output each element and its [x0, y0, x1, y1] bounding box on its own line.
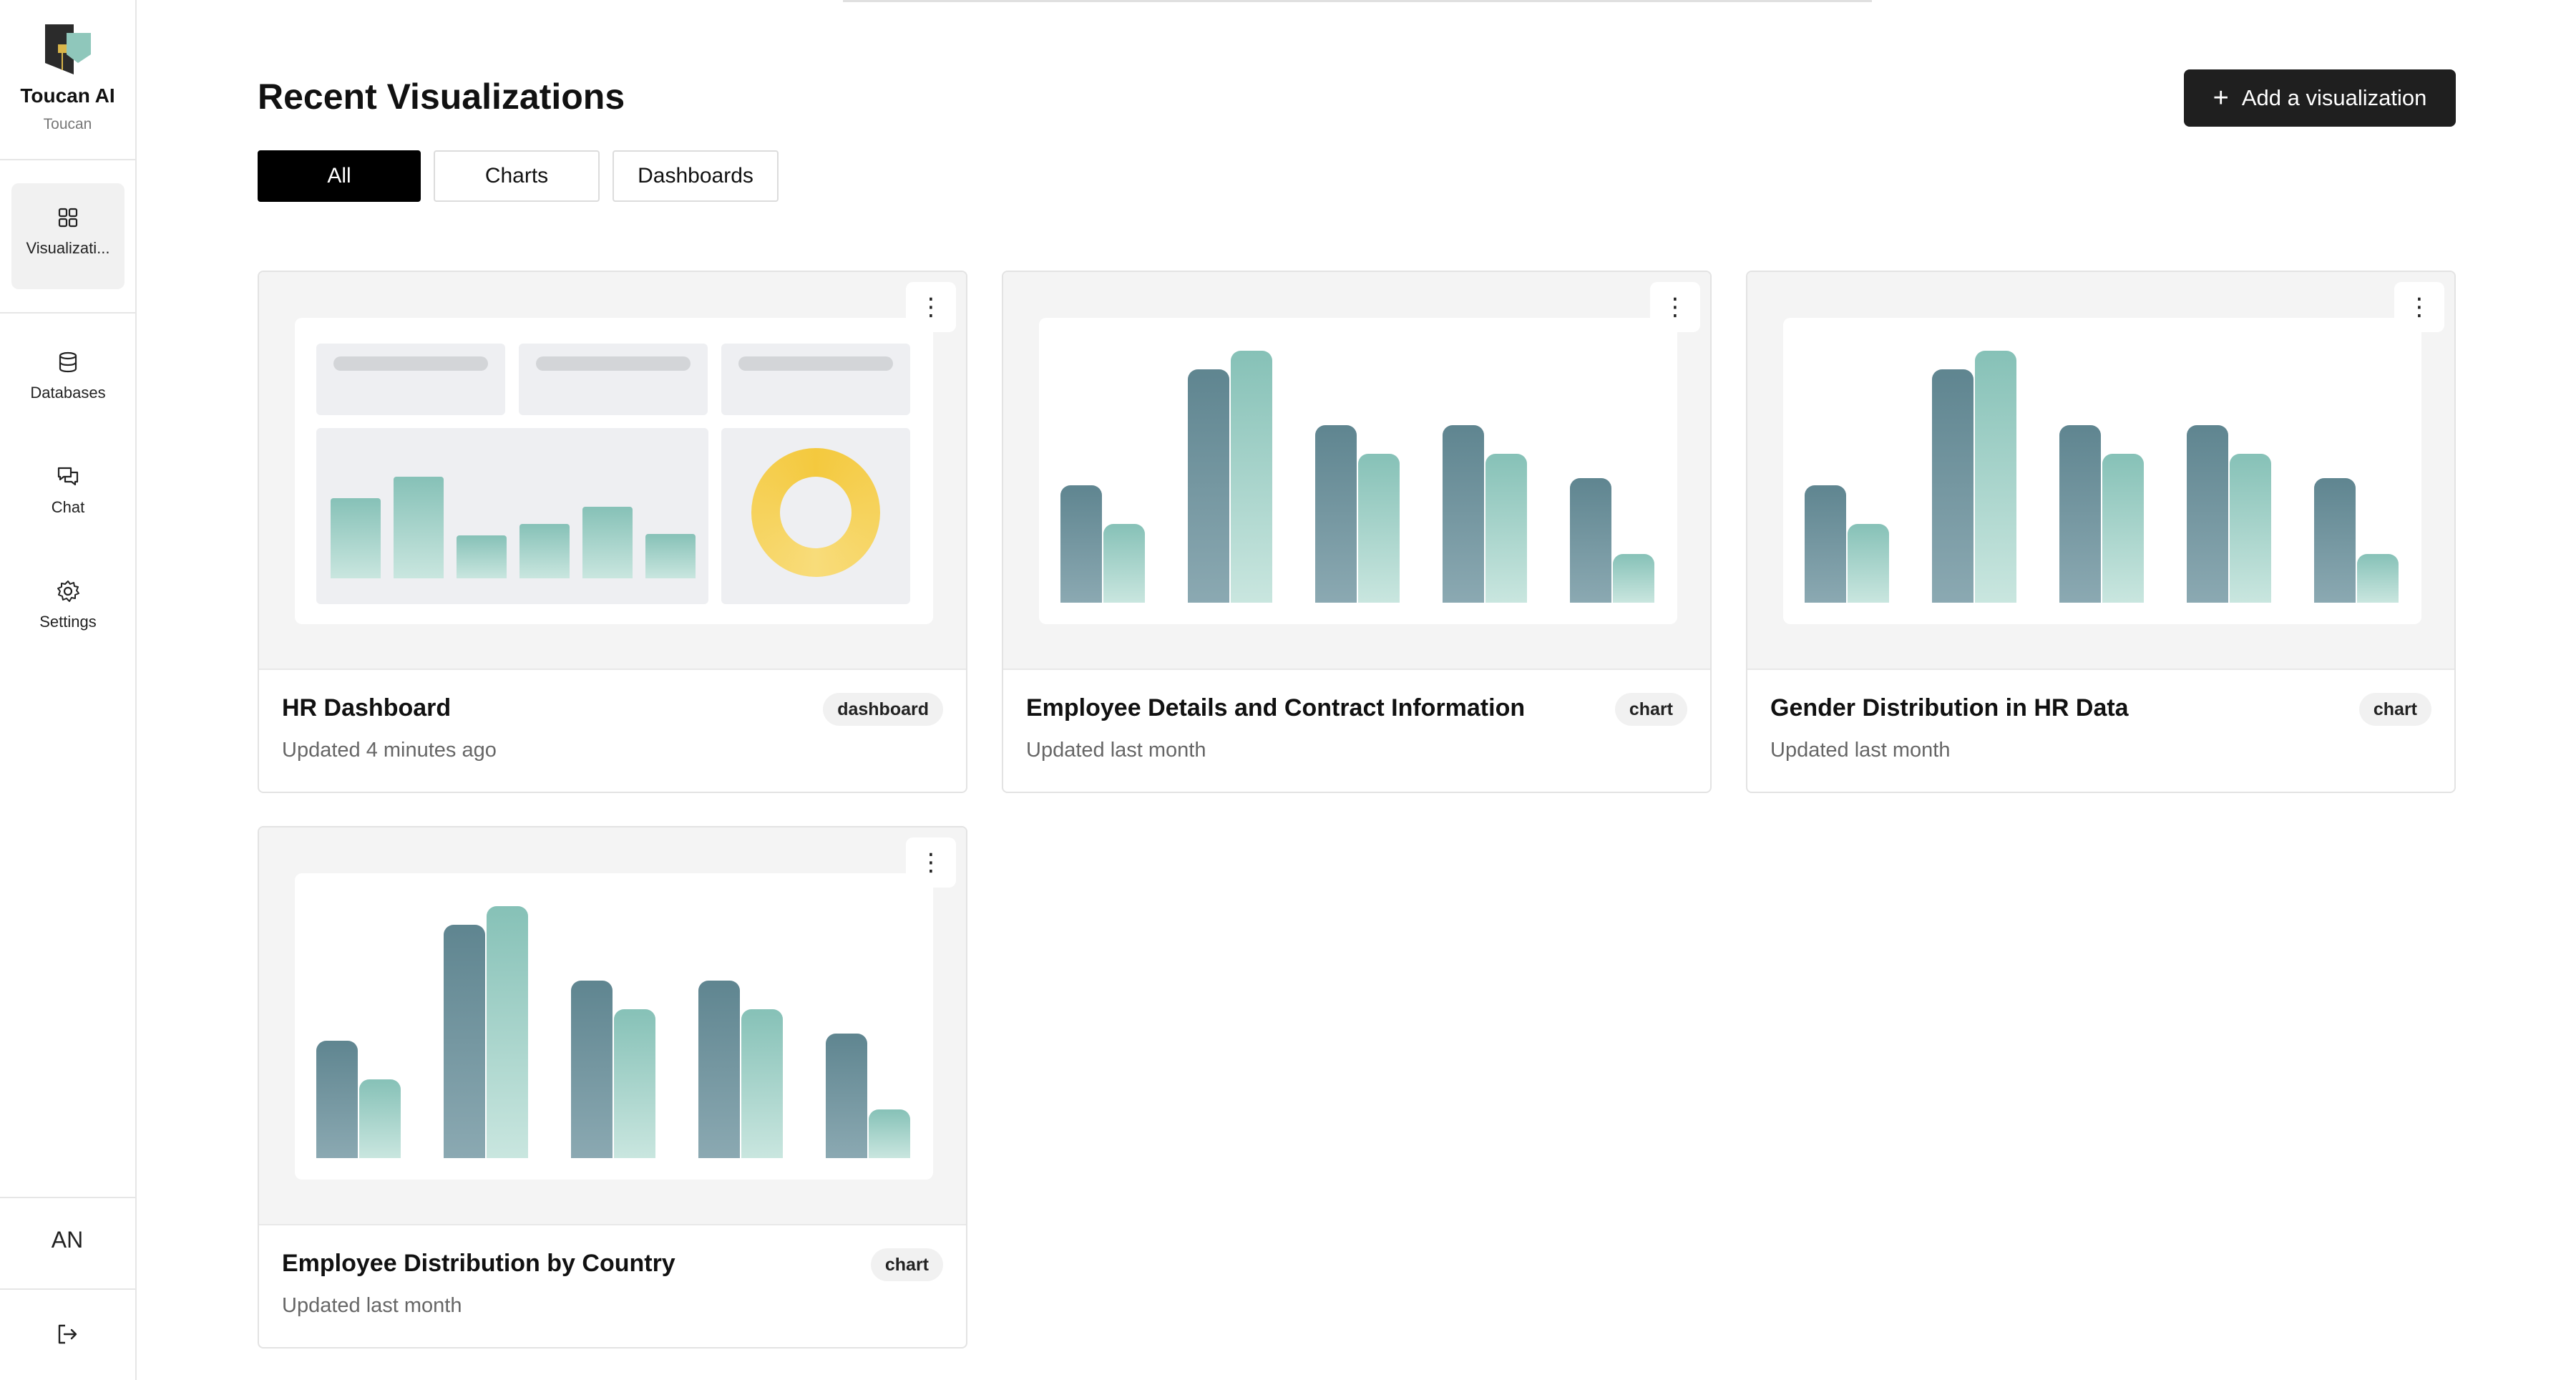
card-thumbnail: ⋮ [259, 272, 966, 670]
tab-all[interactable]: All [258, 150, 421, 202]
visualization-card[interactable]: ⋮ Employee Distribution by Country Updat… [258, 826, 967, 1349]
card-title: HR Dashboard [282, 694, 452, 721]
chat-icon [57, 467, 79, 486]
sidebar-divider [0, 159, 135, 160]
type-badge: chart [870, 1248, 943, 1281]
tab-charts[interactable]: Charts [434, 150, 600, 202]
dashboard-thumbnail [295, 318, 933, 624]
bar-chart-thumbnail [295, 873, 933, 1180]
card-updated: Updated last month [1026, 739, 1206, 762]
sidebar-divider [0, 1288, 135, 1290]
card-title: Employee Details and Contract Informatio… [1026, 694, 1526, 721]
plus-icon: + [2212, 83, 2229, 113]
brand: Toucan AI Toucan [0, 20, 135, 133]
sidebar-item-visualizations[interactable]: Visualizati... [11, 183, 125, 289]
thumbnail-canvas [295, 873, 933, 1180]
kpi-placeholder [721, 344, 910, 415]
bar-chart-thumbnail [1039, 318, 1677, 624]
sidebar-item-settings[interactable]: Settings [11, 578, 125, 684]
dashboard-donut-chart [721, 428, 910, 604]
more-options-icon[interactable]: ⋮ [1650, 282, 1700, 332]
thumbnail-canvas [1039, 318, 1677, 624]
add-visualization-button[interactable]: + Add a visualization [2184, 69, 2456, 127]
visualization-card[interactable]: ⋮ Employee Details and Contract Informat… [1002, 271, 1712, 793]
avatar[interactable]: AN [51, 1227, 84, 1253]
sidebar-item-databases[interactable]: Databases [11, 349, 125, 455]
thumbnail-canvas [1783, 318, 2421, 624]
sidebar-item-label: Databases [30, 384, 106, 402]
tab-dashboards[interactable]: Dashboards [613, 150, 779, 202]
visualization-card[interactable]: ⋮ HR Dashboard Updated 4 minutes ago das… [258, 271, 967, 793]
type-badge: dashboard [823, 693, 943, 726]
sidebar: Toucan AI Toucan Visualizati... Database… [0, 0, 137, 1380]
card-thumbnail: ⋮ [1003, 272, 1710, 670]
sidebar-divider [0, 1197, 135, 1198]
type-badge: chart [1614, 693, 1687, 726]
more-options-icon[interactable]: ⋮ [906, 837, 956, 888]
kpi-placeholder [316, 344, 505, 415]
brand-subtitle: Toucan [43, 116, 92, 132]
card-updated: Updated 4 minutes ago [282, 739, 497, 762]
sidebar-item-chat[interactable]: Chat [11, 464, 125, 570]
sidebar-divider [0, 312, 135, 314]
scroll-indicator [843, 0, 1872, 2]
more-options-icon[interactable]: ⋮ [2394, 282, 2444, 332]
thumbnail-canvas [295, 318, 933, 624]
dashboard-bar-chart [316, 428, 708, 604]
grid-icon [58, 208, 78, 228]
card-updated: Updated last month [1770, 739, 1951, 762]
sidebar-item-label: Visualizati... [26, 239, 110, 257]
brand-name: Toucan AI [20, 84, 115, 107]
visualization-card[interactable]: ⋮ Gender Distribution in HR Data Updated… [1746, 271, 2456, 793]
card-title: Gender Distribution in HR Data [1770, 694, 2129, 721]
card-thumbnail: ⋮ [1747, 272, 2454, 670]
gear-icon [57, 580, 79, 602]
bar-chart-thumbnail [1783, 318, 2421, 624]
toucan-logo-icon [41, 20, 95, 74]
logout-icon[interactable] [54, 1321, 80, 1347]
kpi-placeholder [519, 344, 708, 415]
card-updated: Updated last month [282, 1294, 462, 1317]
filter-tabs: All Charts Dashboards [258, 150, 779, 202]
add-visualization-label: Add a visualization [2241, 85, 2427, 110]
more-options-icon[interactable]: ⋮ [906, 282, 956, 332]
database-icon [59, 351, 77, 373]
card-thumbnail: ⋮ [259, 827, 966, 1225]
type-badge: chart [2358, 693, 2431, 726]
page-title: Recent Visualizations [258, 77, 625, 117]
sidebar-item-label: Settings [39, 613, 97, 631]
sidebar-item-label: Chat [51, 498, 85, 516]
card-title: Employee Distribution by Country [282, 1250, 675, 1277]
